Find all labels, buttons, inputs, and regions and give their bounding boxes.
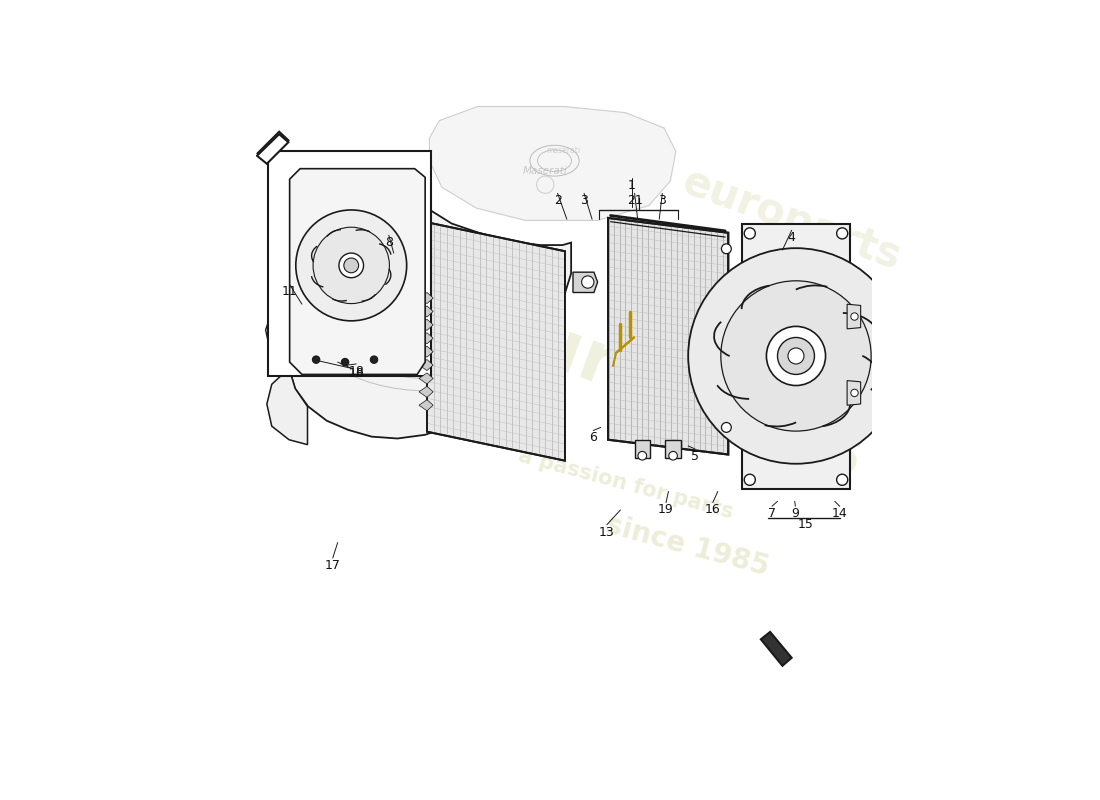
Text: maserati: maserati — [547, 146, 581, 154]
Polygon shape — [257, 132, 288, 162]
Circle shape — [745, 474, 756, 486]
Text: 9: 9 — [791, 507, 800, 520]
Polygon shape — [267, 368, 308, 445]
Text: europarts: europarts — [676, 160, 906, 278]
Polygon shape — [419, 400, 433, 410]
Polygon shape — [257, 134, 288, 164]
Text: Maserati: Maserati — [522, 166, 568, 176]
Text: 1985: 1985 — [747, 268, 836, 318]
Polygon shape — [419, 346, 433, 357]
Text: 5: 5 — [691, 450, 698, 463]
Polygon shape — [419, 359, 433, 370]
Polygon shape — [289, 169, 425, 374]
Polygon shape — [289, 169, 571, 438]
Text: 18: 18 — [349, 367, 364, 380]
Circle shape — [850, 313, 858, 320]
Circle shape — [837, 474, 848, 486]
Circle shape — [638, 451, 647, 460]
Polygon shape — [419, 306, 433, 317]
Polygon shape — [429, 106, 675, 221]
Circle shape — [339, 253, 363, 278]
Polygon shape — [573, 272, 597, 293]
Circle shape — [341, 358, 349, 366]
Polygon shape — [847, 304, 860, 329]
Text: 8: 8 — [385, 236, 393, 249]
Text: 15: 15 — [798, 518, 814, 530]
Circle shape — [837, 228, 848, 239]
Circle shape — [296, 210, 407, 321]
Text: europarts: europarts — [475, 291, 874, 492]
Polygon shape — [419, 333, 433, 344]
Text: 16: 16 — [705, 503, 720, 517]
Text: 1: 1 — [628, 179, 636, 192]
Circle shape — [722, 422, 732, 432]
Circle shape — [850, 390, 858, 397]
Text: 21: 21 — [627, 194, 642, 207]
Text: 7: 7 — [768, 507, 776, 520]
Text: 4: 4 — [788, 231, 795, 244]
Circle shape — [788, 348, 804, 364]
Circle shape — [767, 326, 825, 386]
Text: 13: 13 — [600, 526, 615, 538]
Polygon shape — [742, 224, 849, 489]
Circle shape — [371, 356, 377, 363]
Polygon shape — [608, 218, 728, 454]
FancyBboxPatch shape — [268, 151, 431, 376]
Text: 19: 19 — [658, 503, 674, 517]
Polygon shape — [635, 440, 650, 458]
Circle shape — [344, 258, 359, 273]
Circle shape — [689, 248, 904, 464]
Polygon shape — [419, 373, 433, 384]
Circle shape — [312, 356, 320, 363]
Text: 3: 3 — [659, 194, 667, 207]
Text: 18: 18 — [349, 365, 364, 378]
Text: 6: 6 — [590, 431, 597, 444]
Text: 11: 11 — [282, 286, 297, 298]
Circle shape — [778, 338, 814, 374]
Circle shape — [722, 244, 732, 254]
Polygon shape — [761, 632, 792, 666]
Polygon shape — [419, 293, 433, 303]
Polygon shape — [265, 301, 294, 352]
Text: 17: 17 — [324, 559, 341, 572]
Text: 2: 2 — [553, 194, 561, 207]
Polygon shape — [427, 222, 565, 461]
Polygon shape — [419, 386, 433, 398]
Circle shape — [582, 276, 594, 288]
Circle shape — [669, 451, 678, 460]
Text: a passion for parts: a passion for parts — [516, 446, 735, 522]
Text: since 1985: since 1985 — [602, 510, 772, 581]
Circle shape — [314, 227, 389, 303]
Polygon shape — [419, 319, 433, 330]
Text: 14: 14 — [832, 507, 848, 520]
Text: 3: 3 — [580, 194, 588, 207]
Polygon shape — [847, 381, 860, 406]
Circle shape — [720, 281, 871, 431]
Polygon shape — [666, 440, 681, 458]
Circle shape — [745, 228, 756, 239]
